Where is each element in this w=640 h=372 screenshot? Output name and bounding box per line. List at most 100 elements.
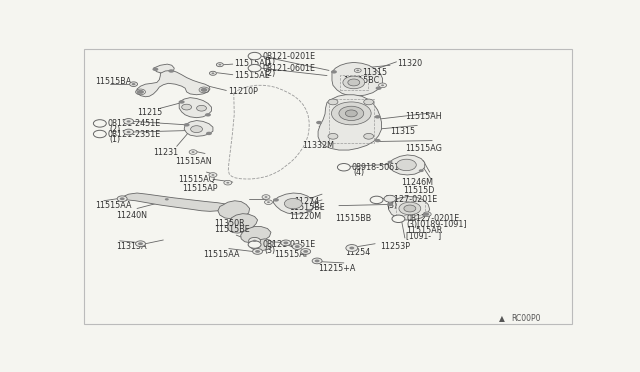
Circle shape	[138, 242, 143, 245]
Circle shape	[209, 173, 217, 177]
Text: (2): (2)	[110, 125, 121, 134]
Circle shape	[346, 244, 358, 251]
Polygon shape	[137, 70, 210, 97]
Text: 08121-0201E: 08121-0201E	[262, 52, 316, 61]
Circle shape	[248, 237, 260, 244]
Circle shape	[349, 247, 355, 250]
Text: B: B	[396, 216, 401, 222]
Text: 11515BA: 11515BA	[95, 77, 131, 86]
Circle shape	[211, 73, 214, 74]
Circle shape	[273, 198, 279, 202]
Circle shape	[196, 105, 207, 111]
Text: 11315: 11315	[362, 68, 387, 77]
Circle shape	[292, 244, 302, 250]
Circle shape	[379, 83, 387, 87]
Circle shape	[152, 68, 158, 71]
Text: B: B	[97, 131, 102, 137]
Circle shape	[374, 139, 381, 142]
Circle shape	[328, 99, 338, 105]
Text: 08121-0601E: 08121-0601E	[262, 64, 316, 73]
Circle shape	[132, 83, 136, 85]
Circle shape	[295, 245, 300, 248]
Polygon shape	[122, 193, 227, 211]
Circle shape	[205, 113, 211, 116]
Circle shape	[284, 241, 289, 244]
Circle shape	[423, 212, 429, 216]
Circle shape	[423, 212, 431, 217]
Circle shape	[168, 69, 174, 73]
Text: 11515BE: 11515BE	[289, 203, 325, 212]
Text: 11315A: 11315A	[116, 242, 147, 251]
Text: 11215+A: 11215+A	[318, 264, 355, 273]
Text: 11515AP: 11515AP	[182, 184, 217, 193]
Circle shape	[262, 195, 270, 199]
Circle shape	[248, 52, 261, 60]
Polygon shape	[332, 62, 383, 96]
Polygon shape	[218, 201, 250, 219]
Circle shape	[216, 63, 223, 67]
Text: (4): (4)	[354, 169, 365, 177]
Text: 11215: 11215	[137, 108, 163, 117]
Polygon shape	[251, 239, 273, 251]
Polygon shape	[241, 227, 271, 243]
Text: 11253P: 11253P	[380, 242, 410, 251]
Circle shape	[253, 240, 257, 242]
Text: [1091-   ]: [1091- ]	[406, 231, 442, 240]
Polygon shape	[228, 85, 309, 179]
Circle shape	[312, 258, 322, 264]
Circle shape	[253, 248, 262, 254]
Text: 11220M: 11220M	[289, 212, 321, 221]
Circle shape	[332, 102, 371, 125]
Circle shape	[206, 132, 212, 135]
Circle shape	[120, 197, 125, 200]
Text: 11515BC: 11515BC	[343, 76, 379, 85]
Circle shape	[396, 159, 416, 171]
Circle shape	[388, 161, 392, 164]
Circle shape	[364, 99, 374, 105]
Circle shape	[316, 121, 322, 124]
Circle shape	[346, 110, 357, 117]
Circle shape	[191, 151, 195, 153]
Text: B: B	[252, 241, 257, 248]
Circle shape	[209, 71, 216, 75]
Text: 08918-50610: 08918-50610	[352, 163, 405, 172]
Circle shape	[255, 250, 260, 253]
Circle shape	[303, 250, 308, 253]
Text: 11515BE: 11515BE	[214, 225, 250, 234]
Text: 08121-0251E: 08121-0251E	[262, 240, 316, 249]
Circle shape	[124, 129, 134, 135]
FancyBboxPatch shape	[84, 49, 572, 324]
Text: 11515AE: 11515AE	[234, 71, 269, 80]
Text: N: N	[341, 164, 347, 170]
Circle shape	[356, 70, 359, 71]
Text: RC00P0: RC00P0	[511, 314, 541, 323]
Circle shape	[136, 241, 145, 247]
Circle shape	[355, 68, 361, 73]
Circle shape	[348, 79, 360, 86]
Text: (2): (2)	[264, 69, 276, 78]
Circle shape	[370, 196, 383, 203]
Circle shape	[404, 205, 416, 212]
Circle shape	[284, 198, 302, 209]
Circle shape	[399, 202, 420, 215]
Circle shape	[264, 196, 268, 198]
Text: 11246M: 11246M	[401, 178, 433, 187]
Text: 11515AD: 11515AD	[234, 59, 271, 68]
Circle shape	[93, 120, 106, 127]
Circle shape	[227, 182, 229, 183]
Text: (1): (1)	[110, 135, 121, 144]
Circle shape	[211, 174, 214, 176]
Text: 11515D: 11515D	[403, 186, 435, 195]
Polygon shape	[179, 97, 211, 118]
Circle shape	[384, 195, 396, 202]
Circle shape	[315, 260, 319, 262]
Text: 11231: 11231	[154, 148, 179, 157]
Text: 11210P: 11210P	[228, 87, 258, 96]
Circle shape	[381, 84, 384, 86]
Circle shape	[137, 90, 144, 94]
Text: (3): (3)	[264, 246, 276, 255]
Circle shape	[124, 119, 134, 124]
Text: 08127-0201E: 08127-0201E	[406, 214, 460, 223]
Polygon shape	[154, 64, 174, 73]
Text: B: B	[252, 65, 257, 71]
